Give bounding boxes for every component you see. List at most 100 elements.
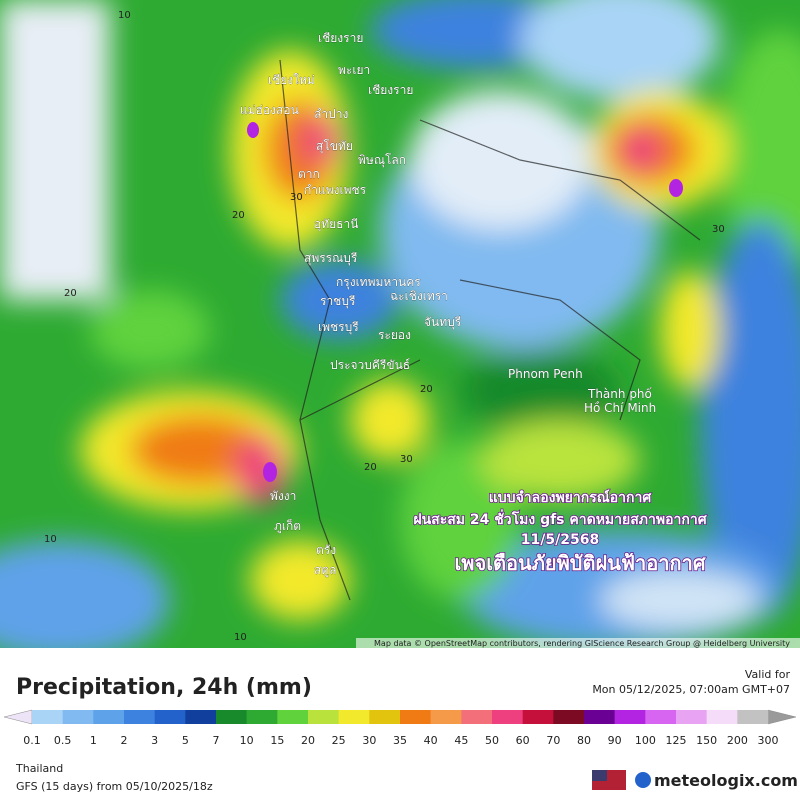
precip-field	[0, 0, 800, 648]
place-label: ระยอง	[378, 328, 411, 342]
colorbar-segment	[737, 710, 769, 724]
colorbar-tick: 200	[727, 734, 748, 747]
place-label: ตาก	[298, 167, 320, 181]
contour-label: 20	[64, 288, 77, 299]
place-label: กำแพงเพชร	[304, 183, 367, 197]
model: GFS (15 days) from 05/10/2025/18z	[16, 780, 213, 793]
colorbar-segment	[645, 710, 677, 724]
colorbar-segment	[553, 710, 585, 724]
colorbar-segment	[584, 710, 615, 724]
colorbar-segment	[62, 710, 94, 724]
legend-panel: Precipitation, 24h (mm) Valid for Mon 05…	[3, 668, 798, 793]
contour-label: 20	[232, 210, 245, 221]
contour-label: 20	[364, 462, 377, 473]
colorbar-tick: 3	[151, 734, 158, 747]
colorbar-tick: 45	[454, 734, 468, 747]
attribution: Map data © OpenStreetMap contributors, r…	[374, 639, 790, 648]
colorbar-tick: 60	[516, 734, 530, 747]
colorbar-tick: 40	[424, 734, 438, 747]
colorbar-segment	[185, 710, 217, 724]
colorbar-segment	[124, 710, 155, 724]
colorbar-segment	[32, 710, 63, 724]
place-label: พังงา	[270, 489, 296, 503]
colorbar-tick: 10	[240, 734, 254, 747]
place-label: สุพรรณบุรี	[304, 251, 358, 266]
colorbar-tick: 25	[332, 734, 346, 747]
place-label: เชียงราย	[318, 31, 363, 45]
place-label: ตรัง	[316, 543, 336, 557]
place-label: พิษณุโลก	[358, 153, 406, 168]
colorbar-segment	[308, 710, 339, 724]
valid-time: Mon 05/12/2025, 07:00am GMT+07	[592, 683, 790, 696]
overlay-text: 11/5/2568	[521, 532, 599, 548]
colorbar-segment	[93, 710, 125, 724]
colorbar-segment	[461, 710, 493, 724]
colorbar-segment	[246, 710, 278, 724]
colorbar-segment	[492, 710, 523, 724]
contour-label: 30	[712, 224, 725, 235]
colorbar-segment	[277, 710, 309, 724]
colorbar-tick: 150	[696, 734, 717, 747]
place-label: แม่ฮ่องสอน	[240, 103, 299, 117]
place-label: ประจวบคีรีขันธ์	[330, 358, 410, 372]
colorbar-tick: 5	[182, 734, 189, 747]
valid-label: Valid for	[745, 668, 791, 681]
colorbar-tick: 0.1	[23, 734, 41, 747]
contour-label: 20	[420, 384, 433, 395]
colorbar-tick: 300	[758, 734, 779, 747]
overlay-text: เพจเตือนภัยพิบัติฝนฟ้าอากาศ	[454, 551, 706, 575]
place-label: Hồ Chí Minh	[584, 401, 656, 415]
colorbar-high	[767, 709, 797, 725]
colorbar-tick: 70	[546, 734, 560, 747]
contour-label: 10	[44, 534, 57, 545]
colorbar-tick: 50	[485, 734, 499, 747]
colorbar-tick: 0.5	[54, 734, 72, 747]
colorbar-segment	[400, 710, 431, 724]
colorbar-segment	[338, 710, 370, 724]
place-label: สุโขทัย	[316, 139, 353, 154]
place-label: Phnom Penh	[508, 367, 583, 381]
colorbar-segment	[522, 710, 554, 724]
contour-label: 30	[400, 454, 413, 465]
contour-label: 10	[118, 10, 131, 21]
place-label: ลำปาง	[314, 107, 348, 121]
region: Thailand	[15, 762, 63, 775]
place-label: เพชรบุรี	[318, 320, 359, 335]
colorbar-tick: 20	[301, 734, 315, 747]
place-label: เชียงราย	[368, 83, 413, 97]
map: เชียงรายพะเยาเชียงใหม่เชียงรายแม่ฮ่องสอน…	[0, 0, 800, 648]
colorbar-tick: 90	[608, 734, 622, 747]
place-label: ฉะเชิงเทรา	[390, 289, 448, 303]
contour-label: 30	[290, 192, 303, 203]
colorbar-tick: 7	[213, 734, 220, 747]
place-label: ภูเก็ต	[274, 518, 301, 534]
place-label: ราชบุรี	[320, 294, 356, 309]
place-label: เชียงใหม่	[268, 73, 315, 87]
brand-icon	[635, 772, 651, 788]
colorbar-tick: 35	[393, 734, 407, 747]
colorbar-tick: 80	[577, 734, 591, 747]
place-label: Thành phố	[587, 387, 653, 401]
overlay-text: แบบจำลองพยากรณ์อากาศ	[489, 489, 653, 506]
colorbar-segment	[369, 710, 401, 724]
overlay-text: ฝนสะสม 24 ชั่วโมง gfs คาดหมายสภาพอากาศ	[413, 509, 707, 528]
colorbar-segment	[430, 710, 462, 724]
colorbar-segment	[614, 710, 646, 724]
colorbar-tick: 1	[90, 734, 97, 747]
title: Precipitation, 24h (mm)	[16, 675, 312, 700]
colorbar-tick: 100	[635, 734, 656, 747]
colorbar-segment	[676, 710, 707, 724]
colorbar-segment	[154, 710, 186, 724]
flag-canton	[592, 770, 607, 781]
colorbar-tick: 2	[121, 734, 128, 747]
colorbar-segment	[216, 710, 247, 724]
contour-label: 10	[234, 632, 247, 643]
colorbar-low	[3, 709, 33, 725]
colorbar-tick: 30	[362, 734, 376, 747]
colorbar-tick: 125	[666, 734, 687, 747]
place-label: จันทบุรี	[424, 315, 462, 330]
place-label: พะเยา	[338, 63, 370, 77]
brand: meteologix.com	[654, 771, 798, 790]
colorbar-tick: 15	[270, 734, 284, 747]
